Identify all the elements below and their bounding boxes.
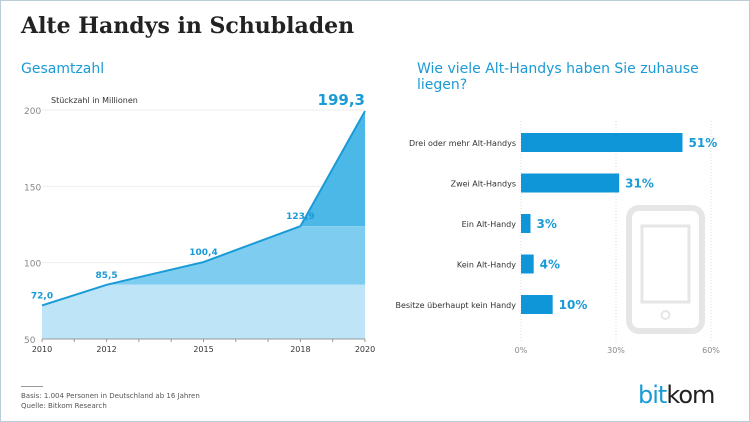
page-title: Alte Handys in Schubladen: [21, 13, 355, 39]
bitkom-logo: bitkom: [638, 381, 715, 409]
category-label: Drei oder mehr Alt-Handys: [409, 139, 516, 148]
bar: [521, 173, 620, 193]
smartphone-icon: [626, 205, 705, 334]
smartphone-button: [660, 310, 671, 320]
x-tick-label: 0%: [515, 346, 528, 355]
x-tick-label: 2020: [355, 345, 375, 354]
bar: [521, 214, 531, 233]
category-label: Ein Alt-Handy: [462, 220, 517, 229]
data-label: 85,5: [95, 271, 117, 281]
x-tick-label: 60%: [702, 346, 720, 355]
y-tick-label: 100: [24, 260, 41, 270]
data-label: 199,3: [318, 91, 365, 109]
category-label: Besitze überhaupt kein Handy: [395, 301, 516, 310]
data-label: 123,9: [286, 212, 314, 222]
y-tick-label: 200: [24, 107, 41, 117]
footer-divider: [21, 386, 43, 387]
data-label: 31%: [625, 177, 654, 191]
x-tick-label: 2018: [290, 345, 310, 354]
footer-source: Quelle: Bitkom Research: [21, 402, 107, 410]
area-band-light: [42, 284, 365, 339]
data-label: 72,0: [31, 291, 53, 301]
data-label: 3%: [537, 217, 557, 231]
smartphone-screen: [640, 224, 691, 304]
data-label: 4%: [540, 258, 560, 272]
x-tick-label: 2015: [193, 345, 213, 354]
bar: [521, 295, 553, 314]
data-label: 51%: [689, 136, 718, 150]
y-tick-label: 150: [24, 183, 41, 193]
footer: Basis: 1.004 Personen in Deutschland ab …: [21, 391, 200, 411]
x-tick-label: 30%: [607, 346, 625, 355]
data-label: 100,4: [189, 248, 217, 258]
series-line: [41, 110, 366, 307]
left-chart-title: Gesamtzahl: [21, 61, 105, 77]
bar: [521, 254, 534, 274]
x-tick-label: 2012: [96, 345, 116, 354]
area-chart: 50 100 150 200 Stückzahl in Millionen 2010 201…: [24, 91, 375, 354]
x-tick-label: 2010: [32, 345, 52, 354]
bar-chart: 0% 30% 60% Drei oder mehr Alt-Handys 51% Zwei…: [395, 121, 720, 355]
y-axis-label: Stückzahl in Millionen: [51, 96, 138, 105]
category-label: Kein Alt-Handy: [457, 261, 516, 270]
bar: [521, 133, 683, 152]
footer-basis: Basis: 1.004 Personen in Deutschland ab …: [21, 392, 200, 400]
y-tick-label: 50: [24, 336, 36, 346]
data-label: 10%: [559, 298, 588, 312]
category-label: Zwei Alt-Handys: [451, 180, 516, 189]
right-chart-title: Wie viele Alt-Handys haben Sie zuhause l…: [417, 61, 699, 93]
